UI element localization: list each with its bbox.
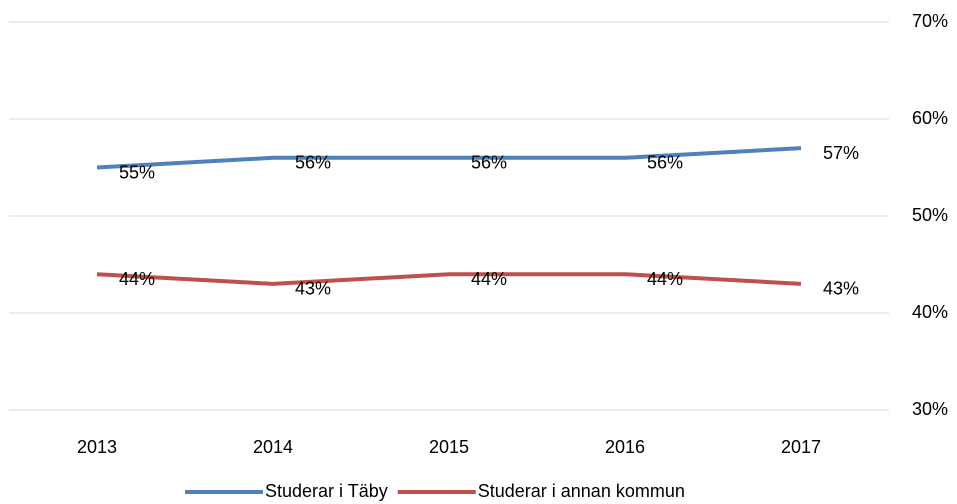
- x-tick-label: 2013: [77, 437, 117, 457]
- y-tick-label: 60%: [912, 108, 948, 128]
- data-label: 56%: [647, 153, 683, 173]
- series-line: [96, 146, 802, 170]
- x-tick-label: 2015: [429, 437, 469, 457]
- data-label: 44%: [471, 269, 507, 289]
- data-label: 55%: [119, 162, 155, 182]
- y-tick-label: 30%: [912, 399, 948, 419]
- data-label: 43%: [295, 279, 331, 299]
- data-label: 57%: [823, 143, 859, 163]
- data-label: 56%: [295, 153, 331, 173]
- y-tick-label: 40%: [912, 302, 948, 322]
- data-label: 44%: [119, 269, 155, 289]
- data-label: 56%: [471, 153, 507, 173]
- data-label: 43%: [823, 279, 859, 299]
- x-tick-label: 2014: [253, 437, 293, 457]
- y-tick-label: 70%: [912, 11, 948, 31]
- legend-label: Studerar i Täby: [265, 481, 388, 501]
- y-tick-label: 50%: [912, 205, 948, 225]
- x-tick-label: 2017: [781, 437, 821, 457]
- legend-label: Studerar i annan kommun: [478, 481, 685, 501]
- series-line: [96, 272, 802, 286]
- data-label: 44%: [647, 269, 683, 289]
- x-tick-label: 2016: [605, 437, 645, 457]
